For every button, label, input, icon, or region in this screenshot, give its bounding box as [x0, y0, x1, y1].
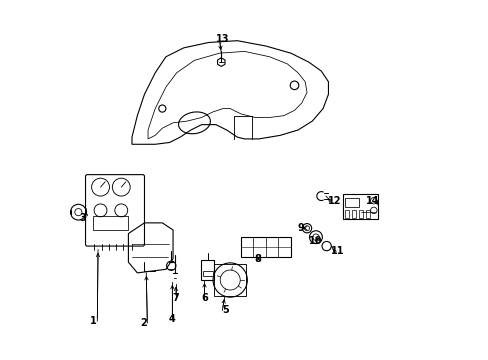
Bar — [344, 210, 348, 217]
Text: 5: 5 — [222, 305, 229, 315]
Text: 14: 14 — [365, 197, 378, 206]
Bar — [365, 210, 369, 217]
Text: 9: 9 — [297, 223, 304, 233]
Bar — [201, 260, 214, 280]
Text: 1: 1 — [90, 316, 97, 326]
Text: 8: 8 — [254, 253, 261, 264]
Text: 6: 6 — [201, 293, 207, 303]
Text: 11: 11 — [331, 247, 344, 256]
Bar — [241, 237, 290, 257]
Text: 12: 12 — [327, 197, 341, 206]
Bar — [203, 271, 212, 276]
Bar — [351, 210, 355, 217]
Bar — [342, 194, 378, 219]
Bar — [358, 210, 363, 217]
Text: 4: 4 — [169, 314, 175, 324]
Text: 13: 13 — [216, 34, 229, 44]
Bar — [93, 216, 128, 230]
Text: 10: 10 — [308, 236, 321, 246]
Text: 2: 2 — [140, 318, 147, 328]
Bar — [344, 198, 358, 207]
Text: 7: 7 — [172, 293, 179, 303]
Text: 3: 3 — [79, 212, 85, 222]
Bar — [214, 264, 246, 296]
